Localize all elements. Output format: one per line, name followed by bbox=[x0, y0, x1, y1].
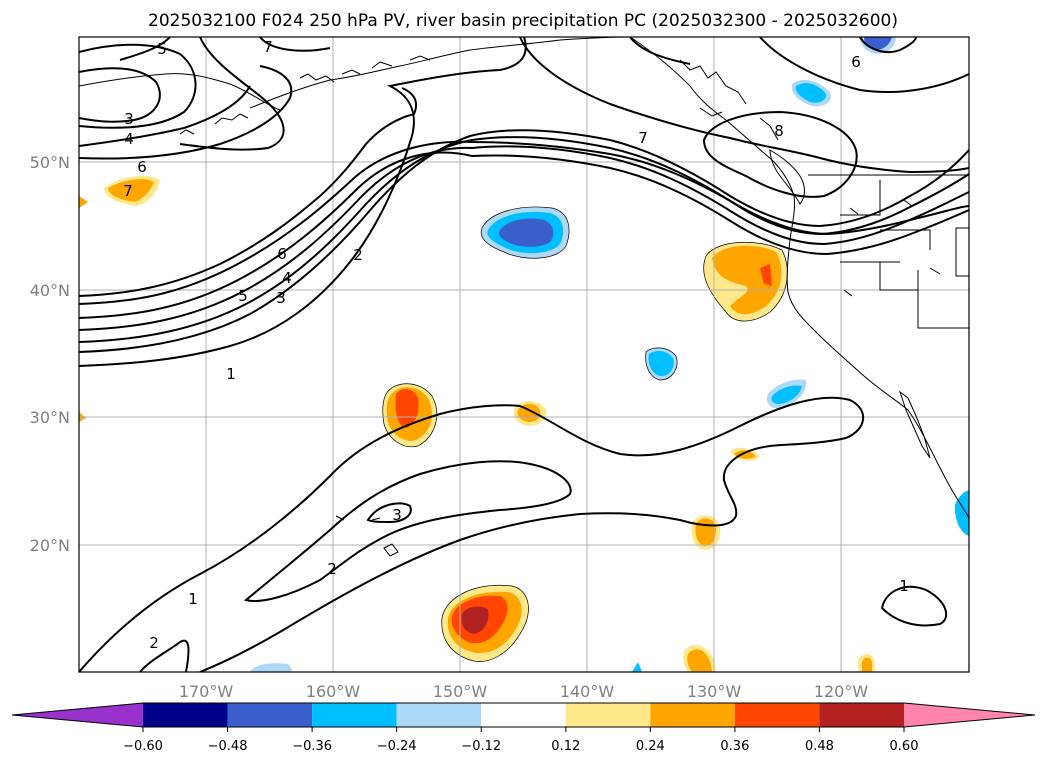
colorbar-tick-label: −0.48 bbox=[208, 739, 248, 754]
colorbar-tick-label: 0.48 bbox=[805, 739, 834, 754]
colorbar-segment bbox=[227, 703, 313, 727]
lat-label: 20°N bbox=[30, 536, 70, 555]
contour-label: 6 bbox=[277, 245, 287, 263]
negative-anomaly-region bbox=[250, 37, 969, 672]
pv-contours bbox=[79, 37, 969, 672]
lat-label: 50°N bbox=[30, 153, 70, 172]
latitude-labels: 50°N 40°N 30°N 20°N bbox=[30, 153, 70, 555]
contour-label: 6 bbox=[851, 53, 861, 71]
colorbar-segment bbox=[396, 703, 482, 727]
graticule bbox=[79, 37, 969, 672]
colorbar-segment bbox=[481, 703, 566, 727]
colorbar-tick-label: 0.12 bbox=[551, 739, 580, 754]
lon-label: 140°W bbox=[560, 682, 615, 701]
longitude-labels: 170°W 160°W 150°W 140°W 130°W 120°W bbox=[179, 682, 869, 701]
map-panel: 5 7 3 4 6 7 6 5 4 3 2 1 7 8 6 3 2 1 2 1 bbox=[78, 36, 970, 673]
contour-label: 7 bbox=[263, 38, 273, 56]
colorbar-segment bbox=[143, 703, 228, 727]
contour-label: 5 bbox=[157, 40, 167, 58]
map-title: 2025032100 F024 250 hPa PV, river basin … bbox=[148, 11, 898, 31]
lat-label: 40°N bbox=[30, 281, 70, 300]
colorbar-tick-label: 0.36 bbox=[720, 739, 749, 754]
map-frame bbox=[78, 36, 970, 673]
contour-label: 2 bbox=[353, 246, 363, 264]
colorbar-segment bbox=[565, 703, 651, 727]
lon-label: 130°W bbox=[687, 682, 742, 701]
contour-label: 3 bbox=[392, 506, 402, 524]
colorbar-segment bbox=[650, 703, 735, 727]
lat-label: 30°N bbox=[30, 408, 70, 427]
contour-label: 2 bbox=[327, 560, 337, 578]
lon-label: 170°W bbox=[179, 682, 234, 701]
colorbar-tick-label: 0.60 bbox=[890, 739, 919, 754]
contour-label: 8 bbox=[774, 122, 784, 140]
contour-label: 3 bbox=[276, 289, 286, 307]
contour-label: 4 bbox=[282, 269, 292, 287]
colorbar-segment bbox=[734, 703, 820, 727]
colorbar-tick-label: −0.24 bbox=[377, 739, 417, 754]
colorbar-tick-label: −0.12 bbox=[461, 739, 501, 754]
colorbar-tick-label: −0.36 bbox=[292, 739, 332, 754]
colorbar-segment bbox=[904, 703, 1035, 727]
coastline bbox=[79, 37, 969, 557]
colorbar-segment bbox=[312, 703, 397, 727]
lon-label: 160°W bbox=[306, 682, 361, 701]
colorbar: −0.60 −0.48 −0.36 −0.24 −0.12 0.12 0.24 0.36 0.4… bbox=[11, 702, 1036, 754]
contour-label: 3 bbox=[124, 110, 134, 128]
contour-labels: 5 7 3 4 6 7 6 5 4 3 2 1 7 8 6 3 2 1 2 1 bbox=[123, 38, 909, 652]
contour-label: 1 bbox=[188, 590, 198, 608]
contour-label: 6 bbox=[137, 158, 147, 176]
lon-label: 150°W bbox=[433, 682, 488, 701]
positive-anomaly-region bbox=[79, 175, 876, 672]
contour-label: 7 bbox=[123, 182, 133, 200]
contour-label: 7 bbox=[638, 129, 648, 147]
contour-label: 5 bbox=[238, 287, 248, 305]
contour-label: 4 bbox=[124, 130, 134, 148]
colorbar-segment bbox=[12, 703, 143, 727]
colorbar-tick-label: 0.24 bbox=[636, 739, 665, 754]
contour-label: 1 bbox=[226, 365, 236, 383]
colorbar-segment bbox=[819, 703, 904, 727]
contour-label: 1 bbox=[899, 577, 909, 595]
lon-label: 120°W bbox=[814, 682, 869, 701]
colorbar-tick-label: −0.60 bbox=[123, 739, 163, 754]
contour-label: 2 bbox=[149, 634, 159, 652]
map-background bbox=[79, 37, 969, 672]
precip-anomaly-fill bbox=[79, 37, 969, 672]
